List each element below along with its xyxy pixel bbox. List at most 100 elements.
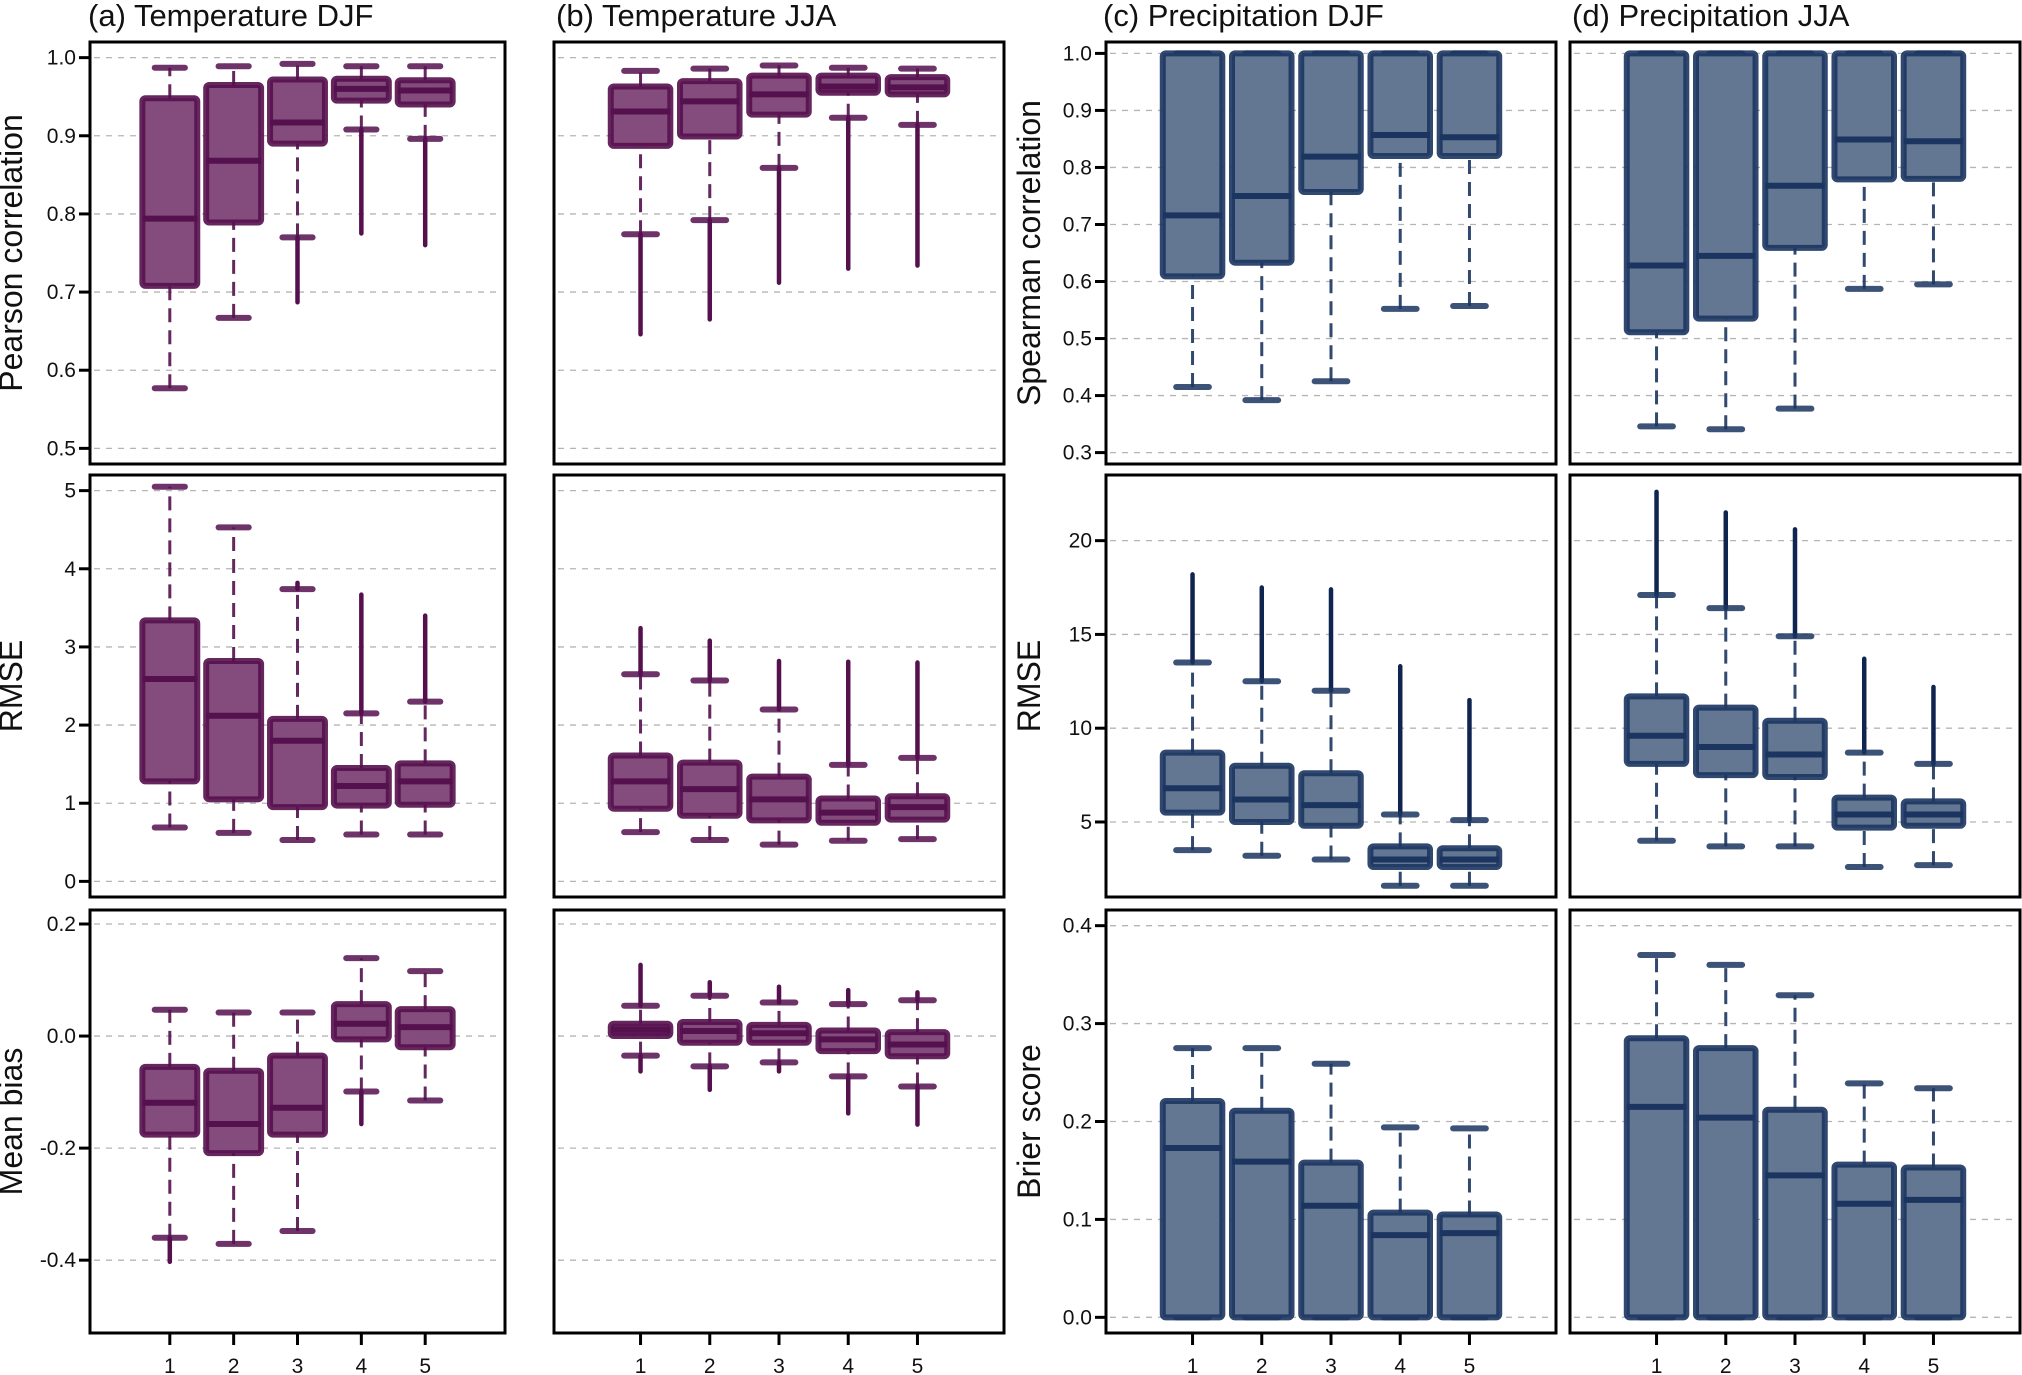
iqr-box [1229,50,1295,266]
y-tick-label: 1.0 [47,47,76,70]
box-5 [1900,50,1967,288]
panel-title-d: (d) Precipitation JJA [1572,0,1850,33]
box-4 [330,955,392,1127]
y-tick-label: 0.5 [1063,328,1092,351]
box-1 [1159,1045,1226,1321]
panel-d-row1 [1568,40,2022,466]
box-4 [815,987,882,1116]
x-tick-label: 5 [1928,1355,1940,1375]
panel-frame [88,40,507,466]
box-1 [1623,489,1690,844]
y-axis-label: RMSE [0,640,29,732]
y-tick-label: 5 [1080,811,1092,834]
iqr-box [1762,717,1828,780]
box-5 [884,65,951,268]
iqr-box [1367,50,1434,160]
box-5 [1436,697,1503,889]
iqr-box [607,83,674,149]
box-5 [884,990,951,1127]
y-tick-label: -0.2 [40,1137,76,1160]
panel-frame [1104,40,1558,466]
panel-c-row1: 0.3 0.4 0.5 0.6 0.7 0.8 0.9 1.0 Spearman correla… [1011,40,1558,466]
x-tick-label: 2 [228,1355,240,1375]
y-axis-label: Pearson correlation [0,114,29,391]
panels-grid: 0.5 0.6 0.7 0.8 0.9 1.0 Pearson correlation 0.3… [0,40,2022,1375]
box-5 [1900,1085,1967,1321]
y-tick-label: 0.4 [1063,385,1093,408]
iqr-box [1693,1045,1759,1321]
box-3 [267,60,328,305]
iqr-box [267,715,328,811]
iqr-box [1623,50,1690,336]
box-3 [1762,527,1828,850]
box-2 [203,63,265,321]
x-tick-label: 2 [1256,1355,1268,1375]
x-tick-label: 5 [1464,1355,1476,1375]
box-2 [1693,50,1759,433]
y-tick-label: 0.7 [1063,213,1092,236]
box-2 [1229,585,1295,859]
y-tick-label: 10 [1069,717,1092,740]
box-2 [203,1009,265,1247]
y-axis-label: Mean bias [0,1048,29,1196]
box-3 [746,658,812,848]
iqr-box [1693,704,1759,779]
iqr-box [203,1067,265,1157]
y-tick-label: 0.2 [1063,1111,1092,1134]
x-tick-label: 1 [164,1355,176,1375]
box-5 [394,968,456,1104]
y-tick-label: 0.0 [47,1025,76,1048]
iqr-box [1159,50,1226,280]
box-4 [1367,664,1434,889]
y-tick-label: 3 [64,636,76,659]
box-3 [267,1009,328,1235]
iqr-box [203,657,265,803]
y-tick-label: 4 [64,558,76,581]
y-tick-label: 0.6 [1063,271,1092,294]
panel-title-c: (c) Precipitation DJF [1103,0,1384,33]
x-tick-label: 1 [1651,1355,1663,1375]
box-5 [394,63,456,248]
panel-b-row3: 1 2 3 4 5 [552,908,1006,1375]
y-tick-label: 5 [64,480,76,503]
panel-title-b: (b) Temperature JJA [556,0,837,33]
box-1 [139,1006,201,1265]
y-tick-label: 0.3 [1063,1013,1092,1036]
y-tick-label: 0.9 [47,125,76,148]
box-1 [1623,952,1690,1321]
panel-frame [88,473,507,899]
x-tick-label: 1 [1187,1355,1199,1375]
y-tick-label: 0.8 [47,203,76,226]
box-2 [1229,1045,1295,1321]
box-4 [1831,50,1898,292]
iqr-box [1298,50,1364,195]
y-tick-label: 1.0 [1063,42,1092,65]
iqr-box [1298,770,1364,829]
box-3 [746,62,812,285]
box-1 [1159,50,1226,391]
box-2 [1693,510,1759,850]
x-tick-label: 3 [292,1355,304,1375]
y-axis-label: RMSE [1011,640,1047,732]
panel-a-row2: 0 1 2 3 4 5 RMSE [0,473,507,899]
x-tick-label: 4 [842,1355,854,1375]
iqr-box [139,95,201,289]
iqr-box [1900,1164,1967,1321]
y-tick-label: 0.9 [1063,99,1092,122]
box-1 [607,625,674,836]
box-2 [677,65,743,322]
iqr-box [1831,1161,1898,1321]
iqr-box [1436,50,1503,160]
y-tick-label: 0.6 [47,359,76,382]
box-3 [1762,992,1828,1321]
iqr-box [1623,1035,1690,1321]
iqr-box [1436,1211,1503,1321]
x-tick-label: 4 [1858,1355,1870,1375]
x-tick-label: 3 [773,1355,785,1375]
iqr-box [1693,50,1759,322]
y-tick-label: 20 [1069,530,1092,553]
x-tick-label: 5 [912,1355,924,1375]
iqr-box [1229,762,1295,825]
box-4 [1367,50,1434,312]
